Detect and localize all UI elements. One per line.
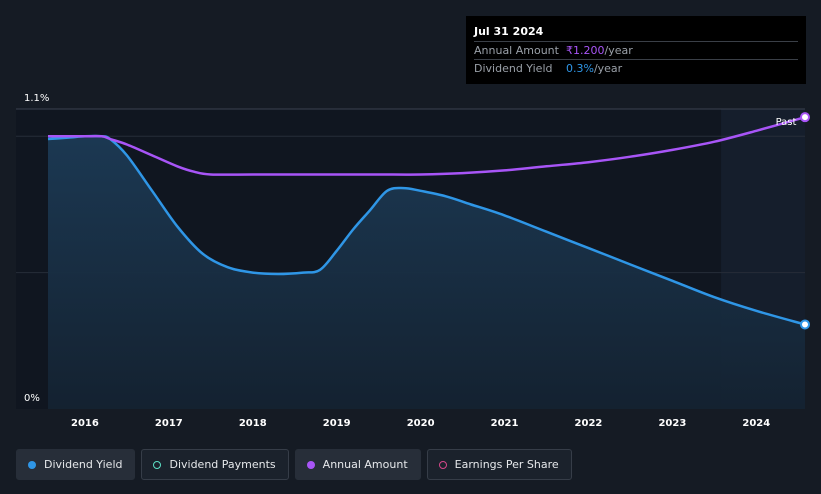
legend-label: Annual Amount: [322, 458, 408, 471]
legend-label: Dividend Yield: [44, 458, 123, 471]
tooltip-row-annual-amount: Annual Amount ₹1.200 /year: [474, 41, 798, 59]
legend-earnings-per-share[interactable]: Earnings Per Share: [426, 449, 572, 480]
tooltip-date: Jul 31 2024: [474, 25, 544, 38]
tooltip-value: 0.3%: [566, 62, 594, 75]
tooltip-unit: /year: [593, 62, 623, 75]
annual-amount-end-point: [800, 112, 810, 123]
tooltip-row-dividend-yield: Dividend Yield 0.3% /year: [474, 59, 798, 77]
filled-dot-icon: [28, 460, 36, 469]
tooltip: Jul 31 2024 Annual Amount ₹1.200 /year D…: [466, 16, 806, 84]
tooltip-value: ₹1.200: [566, 44, 605, 57]
legend-annual-amount[interactable]: Annual Amount: [294, 449, 421, 480]
legend-label: Earnings Per Share: [454, 458, 559, 471]
past-label: Past: [776, 117, 797, 128]
tooltip-label: Dividend Yield: [474, 62, 553, 75]
x-tick-label: 2023: [658, 418, 686, 429]
annual-amount-line: [48, 115, 806, 176]
y-axis-bottom-label: 0%: [24, 393, 40, 404]
x-tick-label: 2024: [742, 418, 770, 429]
x-tick-label: 2018: [239, 418, 267, 429]
x-tick-label: 2020: [407, 418, 435, 429]
x-axis-ticks: 2016 2017 2018 2019 2020 2021 2022 2023 2024: [71, 418, 770, 429]
dividend-yield-line: [47, 134, 806, 326]
x-tick-label: 2021: [491, 418, 519, 429]
tooltip-label: Annual Amount: [474, 44, 559, 57]
hollow-dot-icon: [438, 460, 447, 469]
legend-label: Dividend Payments: [169, 458, 276, 471]
x-tick-label: 2022: [575, 418, 603, 429]
filled-dot-icon: [306, 460, 315, 469]
y-axis-top-label: 1.1%: [24, 93, 49, 104]
x-tick-label: 2017: [155, 418, 183, 429]
tooltip-unit: /year: [604, 44, 633, 57]
x-tick-label: 2019: [323, 418, 351, 429]
legend-dividend-payments[interactable]: Dividend Payments: [141, 449, 289, 480]
legend: Dividend Yield Dividend Payments Annual …: [16, 449, 578, 480]
dividend-yield-area: [48, 135, 805, 409]
x-tick-label: 2016: [71, 418, 99, 429]
hollow-dot-icon: [153, 460, 162, 469]
dividend-yield-end-point: [800, 319, 810, 330]
legend-dividend-yield[interactable]: Dividend Yield: [16, 449, 136, 480]
